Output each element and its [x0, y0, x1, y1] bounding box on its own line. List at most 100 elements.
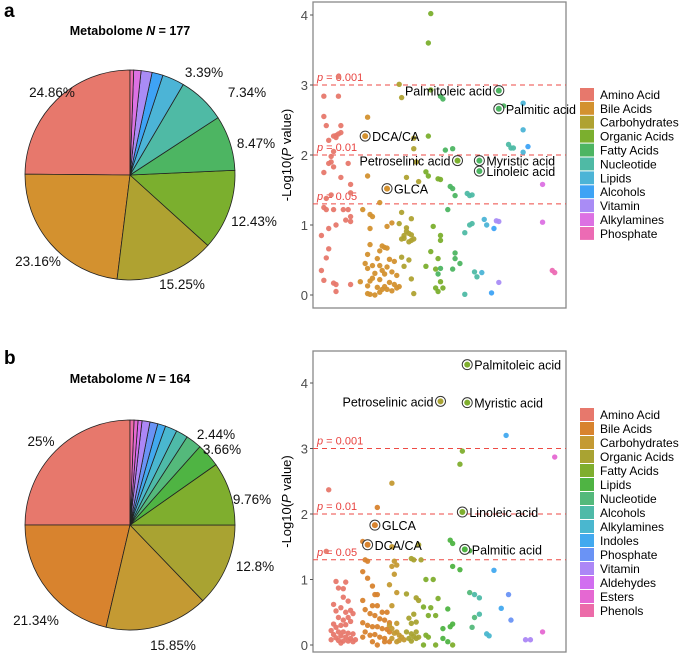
pie-slice-bile-acids	[24, 173, 131, 280]
data-point	[425, 634, 432, 640]
data-point	[360, 620, 366, 626]
legend-swatch	[580, 171, 594, 185]
legend-label: Phosphate	[600, 227, 658, 241]
data-point	[428, 10, 434, 17]
data-point	[369, 623, 376, 630]
data-point	[452, 192, 458, 199]
legend-label: Lipids	[600, 478, 631, 492]
pie-slice-carbohydrates	[116, 174, 209, 281]
pie-label: 7.34%	[228, 85, 266, 100]
data-point	[343, 609, 349, 615]
data-point	[379, 625, 385, 632]
data-point	[406, 239, 412, 245]
data-point	[430, 576, 436, 583]
data-point	[406, 257, 412, 263]
data-point	[437, 237, 444, 244]
pie-slice-organic-acids	[129, 169, 236, 247]
data-point	[411, 236, 417, 242]
data-point	[435, 595, 441, 602]
data-point	[449, 146, 456, 152]
legend-label: Bile Acids	[600, 102, 652, 116]
data-point	[457, 260, 463, 267]
data-point	[440, 625, 446, 632]
data-point	[471, 614, 478, 621]
y-tick-label: 2	[301, 507, 308, 522]
data-point	[491, 225, 497, 232]
data-point	[338, 622, 344, 629]
point-annotation: GLCA	[382, 519, 417, 533]
legend-label: Alcohols	[600, 506, 645, 520]
data-point	[369, 213, 376, 220]
pie-label: 8.47%	[237, 136, 275, 151]
data-point	[326, 225, 332, 232]
data-point	[330, 133, 337, 139]
data-point	[391, 258, 398, 265]
data-point	[449, 563, 456, 570]
data-point	[323, 122, 329, 129]
legend-label: Organic Acids	[600, 450, 674, 464]
data-point	[398, 94, 405, 101]
legend-swatch	[580, 115, 594, 129]
legend-swatch	[580, 199, 594, 213]
highlighted-point	[464, 399, 471, 406]
data-point	[343, 579, 349, 585]
data-point	[449, 642, 456, 648]
data-point	[326, 160, 332, 167]
data-point	[345, 630, 351, 636]
data-point	[408, 232, 415, 238]
data-point	[413, 159, 419, 165]
legend-swatch	[580, 534, 594, 547]
data-point	[389, 220, 395, 226]
y-tick-label: 1	[301, 573, 308, 588]
data-point	[418, 557, 424, 563]
data-point	[486, 633, 492, 639]
legend-label: Lipids	[600, 171, 631, 185]
data-point	[435, 255, 441, 262]
point-annotation: DCA/CA	[375, 539, 423, 553]
data-point	[413, 619, 419, 625]
data-point	[384, 609, 390, 615]
data-point	[505, 591, 512, 598]
data-point	[394, 639, 400, 645]
threshold-label: p = 0.01	[316, 142, 357, 154]
data-point	[469, 624, 475, 631]
data-point	[347, 618, 354, 625]
data-point	[335, 629, 342, 635]
data-point	[503, 432, 509, 439]
legend-swatch	[580, 576, 594, 589]
data-point	[352, 637, 359, 643]
pie-label: 3.39%	[185, 65, 223, 80]
y-axis-title: -Log10(P value)	[279, 109, 294, 202]
y-tick-label: 0	[301, 638, 308, 653]
highlighted-point	[461, 546, 468, 553]
data-point	[539, 181, 546, 188]
data-point	[374, 642, 381, 648]
data-point	[321, 204, 327, 211]
data-point	[445, 206, 451, 213]
data-point	[437, 176, 444, 183]
threshold-label: p = 0.001	[316, 72, 363, 84]
panel-label-a: a	[4, 1, 15, 22]
legend-swatch	[580, 436, 594, 449]
data-point	[552, 454, 558, 460]
data-point	[539, 219, 546, 225]
data-point	[398, 209, 405, 216]
plot-panel-border	[312, 350, 567, 653]
data-point	[367, 225, 373, 232]
data-point	[338, 633, 344, 639]
data-point	[525, 143, 531, 150]
y-tick-label: 0	[301, 288, 308, 303]
data-point	[408, 276, 415, 282]
data-point	[449, 185, 456, 192]
data-point	[343, 217, 349, 223]
legend-swatch	[580, 492, 594, 505]
legend-label: Indoles	[600, 534, 639, 548]
data-point	[377, 248, 383, 254]
highlighted-point	[362, 133, 369, 140]
data-point	[423, 169, 429, 175]
data-point	[420, 604, 427, 610]
data-point	[333, 288, 339, 295]
data-point	[411, 146, 417, 152]
